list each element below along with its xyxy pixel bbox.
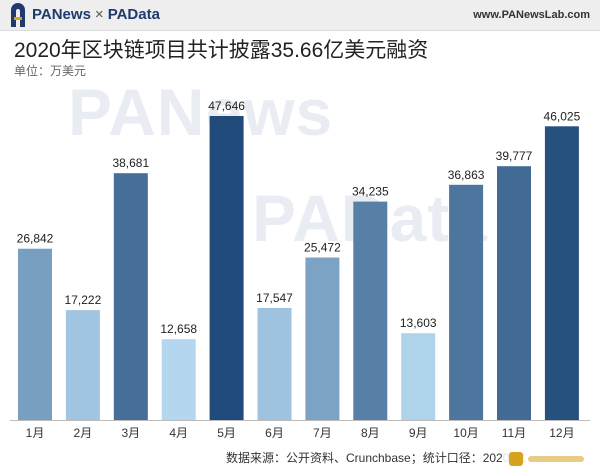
bar-5 [209,116,244,420]
unit-label: 单位：万美元 [14,64,87,78]
x-tick-label-7: 7月 [313,426,332,440]
brand-panews: PANews [32,6,91,23]
corner-logo-icon [509,452,584,466]
x-tick-label-3: 3月 [121,426,140,440]
x-tick-label-11: 11月 [502,426,526,440]
bar-11 [497,166,531,420]
bar-10 [449,184,484,420]
panews-logo-icon [11,3,25,27]
bar-3 [113,173,148,420]
bar-8 [353,201,388,420]
bar-value-label-9: 13,603 [400,316,437,330]
top-banner: PANews × PAData www.PANewsLab.com [0,0,600,31]
x-tick-label-8: 8月 [361,426,380,440]
data-source-note: 数据来源：公开资料、Crunchbase；统计口径：2020/01 [226,451,527,465]
bar-value-label-4: 12,658 [160,322,197,336]
bar-value-label-7: 25,472 [304,241,341,255]
bar-value-label-3: 38,681 [112,156,149,170]
bar-1 [18,248,52,420]
bar-9 [401,333,436,420]
bar-12 [544,126,579,421]
x-tick-label-2: 2月 [74,426,93,440]
x-tick-label-5: 5月 [217,426,236,440]
bar-7 [305,257,340,420]
bar-value-label-10: 36,863 [448,168,485,182]
brand-separator: × [94,6,104,23]
site-url: www.PANewsLab.com [473,9,590,21]
corner-watermark-logo [502,446,594,472]
brand-lockup: PANews × PAData [32,6,160,23]
bar-value-label-12: 46,025 [544,109,581,123]
chart-title: 2020年区块链项目共计披露35.66亿美元融资 [14,39,429,62]
bar-value-label-2: 17,222 [65,293,102,307]
x-tick-label-9: 9月 [409,426,428,440]
bar-2 [65,310,100,420]
bar-value-label-11: 39,777 [496,149,533,163]
bar-value-label-6: 17,547 [256,291,293,305]
bar-6 [257,308,292,420]
x-tick-label-1: 1月 [26,426,45,440]
bar-value-label-5: 47,646 [208,99,245,113]
x-tick-label-12: 12月 [549,426,574,440]
x-tick-label-4: 4月 [169,426,188,440]
bar-value-label-8: 34,235 [352,185,389,199]
bar-4 [161,339,196,420]
x-tick-label-10: 10月 [453,426,478,440]
bar-value-label-1: 26,842 [17,232,54,246]
brand-padata: PAData [107,6,160,23]
x-tick-label-6: 6月 [265,426,284,440]
